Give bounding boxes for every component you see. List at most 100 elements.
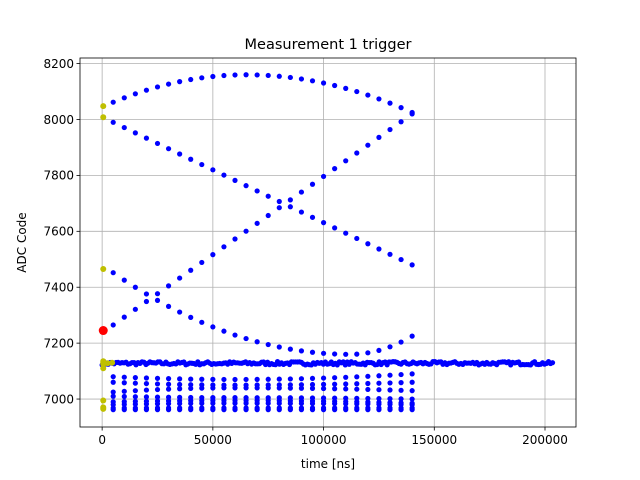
data-point	[320, 220, 327, 226]
data-point	[110, 379, 116, 385]
data-point	[243, 228, 249, 234]
data-point	[121, 388, 127, 394]
data-point	[320, 173, 327, 180]
data-point	[409, 407, 415, 413]
data-point	[332, 401, 338, 407]
data-point	[354, 381, 360, 387]
data-point	[132, 394, 138, 400]
pretrigger-point	[100, 397, 107, 404]
x-tick-label: 50000	[194, 433, 232, 447]
data-point	[376, 134, 382, 140]
data-point	[343, 381, 349, 387]
data-point	[387, 251, 393, 257]
y-axis: 7000 7200 7400 7600 7800 8000 8200	[43, 57, 80, 406]
data-point	[276, 400, 282, 406]
data-point	[309, 181, 316, 187]
data-point	[110, 270, 116, 276]
data-point	[121, 374, 127, 380]
data-point	[343, 158, 349, 164]
trigger-point	[98, 326, 108, 336]
data-point	[132, 380, 138, 386]
data-point	[210, 252, 216, 258]
data-point	[210, 400, 216, 406]
data-point	[177, 275, 183, 281]
data-point	[165, 386, 172, 392]
data-point	[210, 73, 216, 80]
data-point	[254, 407, 260, 413]
data-point	[165, 381, 172, 387]
data-points	[98, 72, 556, 413]
data-point	[143, 401, 150, 407]
data-point	[221, 407, 227, 413]
data-point	[232, 72, 238, 78]
data-point	[110, 99, 116, 105]
data-point	[409, 333, 415, 339]
data-point	[232, 376, 238, 383]
data-point	[143, 291, 150, 297]
data-point	[343, 374, 349, 380]
data-point	[365, 401, 371, 407]
data-point	[409, 111, 415, 117]
y-tick-label: 8000	[43, 113, 74, 127]
data-point	[309, 349, 316, 355]
data-point	[398, 380, 404, 386]
data-point	[332, 82, 338, 89]
data-point	[309, 385, 316, 391]
data-point	[243, 407, 249, 413]
data-point	[143, 407, 150, 413]
data-point	[398, 119, 404, 125]
data-point	[387, 380, 393, 386]
data-point	[254, 400, 260, 406]
data-point	[232, 400, 238, 406]
data-point	[354, 401, 360, 407]
data-point	[320, 407, 327, 413]
data-point	[298, 407, 305, 413]
data-point	[398, 407, 404, 413]
data-point	[387, 372, 393, 378]
data-point	[243, 400, 249, 406]
data-point	[343, 230, 349, 236]
data-point	[188, 382, 194, 388]
data-point	[365, 241, 371, 247]
x-axis-label: time [ns]	[301, 457, 355, 471]
data-point	[177, 309, 183, 315]
data-point	[376, 347, 382, 354]
data-point	[309, 375, 316, 382]
data-point	[332, 381, 338, 387]
data-point	[320, 381, 327, 387]
data-point	[332, 407, 338, 413]
data-point	[332, 386, 338, 392]
data-point	[343, 407, 349, 413]
data-point	[265, 212, 271, 219]
data-point	[177, 407, 183, 413]
y-tick-label: 7800	[43, 169, 74, 183]
data-point	[265, 341, 271, 348]
data-point	[188, 400, 194, 407]
data-point	[243, 183, 249, 189]
x-tick-label: 100000	[301, 433, 347, 447]
data-point	[132, 306, 138, 312]
data-point	[376, 407, 382, 413]
data-point	[154, 401, 161, 407]
data-point	[409, 371, 415, 377]
data-point	[276, 376, 282, 382]
data-point	[143, 387, 150, 393]
data-point	[165, 81, 172, 87]
data-point	[132, 375, 138, 381]
data-point	[154, 297, 161, 303]
data-point	[320, 375, 327, 381]
data-point	[177, 376, 183, 382]
data-point	[287, 407, 293, 413]
data-point	[365, 395, 371, 402]
data-point	[199, 259, 205, 266]
data-point	[121, 277, 127, 283]
data-point	[154, 291, 161, 297]
data-point	[409, 379, 415, 385]
data-point	[287, 204, 293, 210]
data-point	[376, 387, 382, 393]
x-tick-label: 200000	[522, 433, 568, 447]
data-point	[409, 262, 415, 268]
data-point	[188, 267, 194, 273]
data-point	[320, 400, 327, 407]
